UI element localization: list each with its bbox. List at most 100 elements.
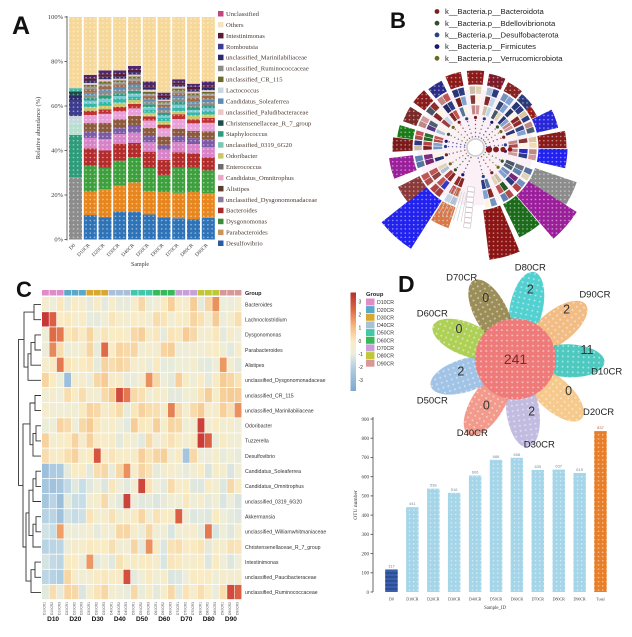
- svg-text:Intestinimonas: Intestinimonas: [245, 560, 279, 566]
- svg-text:unclassified_Paucibacteraceae: unclassified_Paucibacteraceae: [245, 575, 317, 581]
- svg-text:k__Bacteria.p__Bacteroidota: k__Bacteria.p__Bacteroidota: [445, 7, 544, 16]
- svg-text:Lactococcus: Lactococcus: [226, 88, 259, 95]
- svg-text:Odoribacter: Odoribacter: [245, 424, 272, 430]
- svg-text:D70CR: D70CR: [446, 273, 477, 284]
- svg-text:D20: D20: [69, 616, 81, 623]
- svg-text:D90: D90: [225, 616, 237, 623]
- svg-text:D30: D30: [92, 616, 104, 623]
- svg-text:637: 637: [555, 464, 562, 469]
- svg-text:Enterococcus: Enterococcus: [226, 164, 262, 171]
- svg-text:unclassified_Ruminococcaceae: unclassified_Ruminococcaceae: [226, 66, 309, 73]
- svg-text:D: D: [398, 271, 415, 297]
- svg-text:Bacteroides: Bacteroides: [226, 208, 258, 215]
- svg-text:538: 538: [430, 483, 437, 488]
- svg-text:D90CR: D90CR: [579, 290, 610, 301]
- svg-text:2: 2: [563, 303, 570, 317]
- svg-text:100%: 100%: [48, 14, 64, 21]
- svg-text:D50CR: D50CR: [490, 597, 503, 602]
- svg-text:D90CR: D90CR: [573, 597, 586, 602]
- svg-text:D60CR: D60CR: [377, 338, 394, 344]
- svg-text:D60CR: D60CR: [417, 309, 448, 320]
- svg-text:Candidatus_Omnitrophus: Candidatus_Omnitrophus: [245, 484, 304, 490]
- svg-text:0: 0: [456, 322, 463, 336]
- svg-text:Relative abundance (%): Relative abundance (%): [35, 97, 42, 159]
- svg-text:D30CR: D30CR: [448, 597, 461, 602]
- svg-text:D70CR1: D70CR1: [176, 602, 180, 615]
- svg-text:0: 0: [367, 591, 370, 596]
- svg-text:D0: D0: [389, 597, 394, 602]
- svg-text:D40: D40: [114, 616, 126, 623]
- svg-text:Romboutsia: Romboutsia: [226, 44, 258, 51]
- svg-text:Odoribacter: Odoribacter: [226, 153, 258, 160]
- svg-text:Bacteroides: Bacteroides: [245, 302, 273, 308]
- svg-text:unclassified_Ruminococcaceae: unclassified_Ruminococcaceae: [245, 590, 318, 596]
- svg-text:516: 516: [451, 487, 458, 492]
- svg-text:D10: D10: [47, 616, 59, 623]
- svg-text:Others: Others: [226, 22, 244, 29]
- svg-text:D40CR3: D40CR3: [124, 602, 128, 615]
- svg-text:D80CR: D80CR: [515, 263, 546, 274]
- svg-text:Parabacteroides: Parabacteroides: [226, 230, 268, 237]
- svg-text:619: 619: [576, 467, 583, 472]
- svg-text:D90CR2: D90CR2: [228, 602, 232, 615]
- svg-text:unclassified_Dysgonomonadaceae: unclassified_Dysgonomonadaceae: [226, 197, 317, 204]
- svg-text:2: 2: [527, 283, 534, 297]
- svg-text:k__Bacteria.p__Firmicutes: k__Bacteria.p__Firmicutes: [445, 42, 536, 51]
- svg-text:Staphylococcus: Staphylococcus: [226, 131, 268, 138]
- svg-text:D60CR3: D60CR3: [169, 602, 173, 615]
- svg-text:40%: 40%: [51, 148, 64, 155]
- svg-text:D30CR1: D30CR1: [87, 602, 91, 615]
- svg-text:Lachnoclostridium: Lachnoclostridium: [245, 318, 287, 324]
- svg-text:D50CR2: D50CR2: [139, 602, 143, 615]
- svg-text:D20CR3: D20CR3: [80, 602, 84, 615]
- svg-text:D50CR3: D50CR3: [146, 602, 150, 615]
- svg-text:-1: -1: [359, 352, 364, 358]
- svg-text:D20CR: D20CR: [377, 308, 394, 314]
- svg-text:Parabacteroides: Parabacteroides: [245, 348, 283, 354]
- svg-text:80%: 80%: [51, 59, 64, 66]
- svg-text:D60: D60: [158, 616, 170, 623]
- svg-text:0%: 0%: [54, 237, 63, 244]
- svg-text:Candidatus_Soleaferrea: Candidatus_Soleaferrea: [226, 98, 289, 105]
- svg-text:D0: D0: [68, 242, 77, 251]
- svg-text:D10CR2: D10CR2: [50, 602, 54, 615]
- svg-text:D30CR2: D30CR2: [95, 602, 99, 615]
- svg-text:Christensenellaceae_R_7_group: Christensenellaceae_R_7_group: [226, 120, 312, 127]
- svg-text:-3: -3: [359, 378, 364, 384]
- svg-text:k__Bacteria.p__Bdellovibrionot: k__Bacteria.p__Bdellovibrionota: [445, 19, 556, 28]
- svg-text:500: 500: [362, 495, 370, 500]
- svg-text:D90CR1: D90CR1: [221, 602, 225, 615]
- svg-text:1: 1: [359, 326, 362, 332]
- svg-text:D50CR1: D50CR1: [132, 602, 136, 615]
- svg-text:D60CR2: D60CR2: [161, 602, 165, 615]
- svg-text:Desulfovibrio: Desulfovibrio: [226, 241, 263, 248]
- svg-text:Group: Group: [366, 292, 384, 298]
- svg-text:OTU number: OTU number: [353, 490, 359, 520]
- svg-text:D30CR: D30CR: [377, 315, 394, 321]
- svg-text:3: 3: [359, 300, 362, 306]
- svg-text:0: 0: [483, 399, 490, 413]
- svg-text:unclassified_Marinilabiliaceae: unclassified_Marinilabiliaceae: [245, 408, 314, 414]
- svg-text:Group: Group: [245, 291, 262, 297]
- svg-text:D50: D50: [136, 616, 148, 623]
- svg-text:Akkermansia: Akkermansia: [245, 515, 275, 521]
- svg-text:Dysgonomonas: Dysgonomonas: [226, 219, 267, 226]
- svg-text:800: 800: [362, 437, 370, 442]
- svg-text:unclassified_Williamwhitmaniac: unclassified_Williamwhitmaniaceae: [245, 530, 326, 536]
- svg-text:D70CR: D70CR: [377, 346, 394, 352]
- svg-text:unclassified_CR_115: unclassified_CR_115: [226, 77, 283, 84]
- svg-text:D10CR: D10CR: [406, 597, 419, 602]
- svg-text:k__Bacteria.p__Desulfobacterot: k__Bacteria.p__Desulfobacterota: [445, 31, 559, 40]
- svg-text:D40CR1: D40CR1: [109, 602, 113, 615]
- svg-text:D40CR: D40CR: [377, 323, 394, 329]
- svg-text:Sample_ID: Sample_ID: [484, 606, 506, 611]
- svg-text:unclassified_Dysgonomonadaceae: unclassified_Dysgonomonadaceae: [245, 378, 326, 384]
- svg-text:0: 0: [482, 291, 489, 305]
- svg-text:Sample: Sample: [131, 262, 149, 268]
- svg-text:D40CR: D40CR: [457, 428, 488, 439]
- svg-text:D20CR1: D20CR1: [65, 602, 69, 615]
- svg-text:Alistipes: Alistipes: [245, 363, 265, 369]
- svg-text:Desulfovibrio: Desulfovibrio: [245, 454, 275, 460]
- svg-text:700: 700: [362, 456, 370, 461]
- svg-text:Intestinimonas: Intestinimonas: [226, 33, 265, 40]
